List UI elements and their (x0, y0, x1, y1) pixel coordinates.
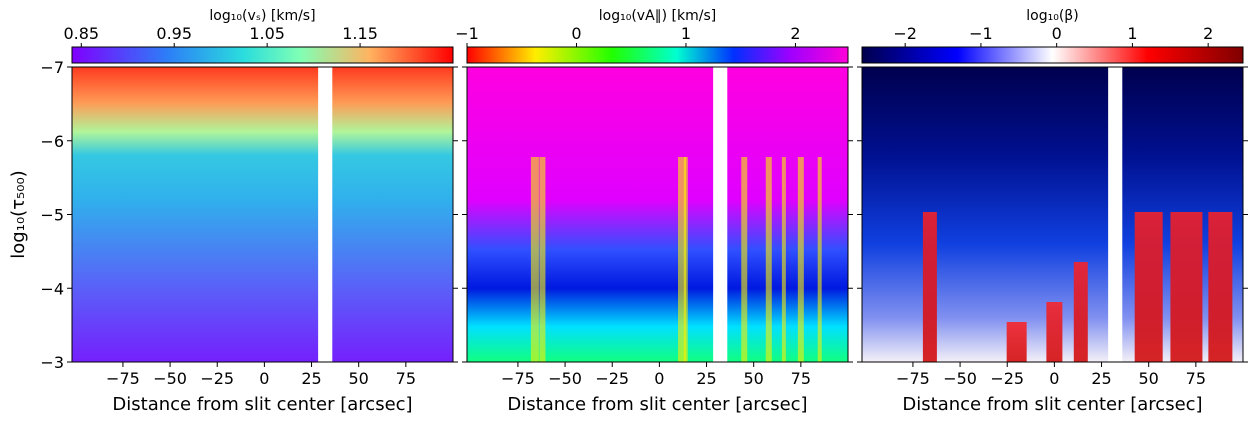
x-tick-label: 0 (1049, 369, 1059, 388)
x-axis-label: Distance from slit center [arcsec] (902, 394, 1202, 415)
feature (1073, 262, 1088, 362)
y-tick-label: −3 (40, 353, 64, 372)
x-axis-label: Distance from slit center [arcsec] (507, 394, 807, 415)
colorbar (861, 46, 1244, 64)
feature (781, 157, 786, 362)
colorbar-label: log₁₀(β) (1026, 8, 1078, 24)
colorbar-tick-label: 0 (571, 24, 581, 43)
x-tick-label: −50 (943, 369, 977, 388)
colorbar-tick-label: 1.15 (342, 24, 378, 43)
colorbar-label: log₁₀(vA∥) [km/s] (599, 8, 716, 24)
feature (765, 157, 772, 362)
x-tick-label: 50 (349, 369, 369, 388)
colorbar-tick-label: 1 (681, 24, 691, 43)
x-tick-label: 0 (259, 369, 269, 388)
colorbar (466, 46, 849, 64)
colorbar-tick-label: 1 (1127, 24, 1137, 43)
feature (1208, 212, 1233, 362)
x-tick-label: −50 (548, 369, 582, 388)
x-tick-label: 0 (654, 369, 664, 388)
feature (683, 157, 688, 362)
feature (797, 157, 804, 362)
data-gap (713, 67, 728, 362)
x-tick-label: 50 (1139, 369, 1159, 388)
feature (1006, 322, 1027, 362)
x-tick-label: −25 (200, 369, 234, 388)
y-tick-label: −4 (40, 279, 64, 298)
x-tick-label: −50 (153, 369, 187, 388)
colorbar-tick-label: 2 (1203, 24, 1213, 43)
x-tick-label: −25 (595, 369, 629, 388)
x-tick-label: 75 (396, 369, 416, 388)
y-tick-label: −6 (40, 132, 64, 151)
colorbar-tick-label: 0.95 (156, 24, 192, 43)
x-axis-label: Distance from slit center [arcsec] (112, 394, 412, 415)
data-gap (1108, 67, 1123, 362)
feature (530, 157, 539, 362)
feature (817, 157, 822, 362)
colorbar-tick-label: 0.85 (63, 24, 99, 43)
heatmap (72, 67, 453, 362)
feature (539, 157, 546, 362)
x-tick-label: 25 (1091, 369, 1111, 388)
feature (1170, 212, 1203, 362)
x-tick-label: −75 (106, 369, 140, 388)
heatmap (467, 67, 848, 362)
feature (1134, 212, 1163, 362)
x-tick-label: 75 (1186, 369, 1206, 388)
colorbar-tick-label: −1 (455, 24, 479, 43)
colorbar-tick-label: −1 (969, 24, 993, 43)
x-tick-label: −25 (990, 369, 1024, 388)
colorbar-label: log₁₀(vₛ) [km/s] (209, 8, 315, 24)
colorbar-tick-label: 1.05 (249, 24, 285, 43)
colorbar-tick-label: 2 (790, 24, 800, 43)
feature (922, 212, 937, 362)
feature (741, 157, 748, 362)
x-tick-label: 50 (744, 369, 764, 388)
colorbar-tick-label: −2 (893, 24, 917, 43)
x-tick-label: 25 (301, 369, 321, 388)
x-tick-label: 75 (791, 369, 811, 388)
x-tick-label: 25 (696, 369, 716, 388)
x-tick-label: −75 (896, 369, 930, 388)
y-axis-label: log₁₀(τ₅₀₀) (8, 170, 29, 258)
colorbar-tick-label: 0 (1052, 24, 1062, 43)
feature (678, 157, 687, 362)
y-tick-label: −7 (40, 58, 64, 77)
x-tick-label: −75 (501, 369, 535, 388)
y-tick-label: −5 (40, 206, 64, 225)
data-gap (318, 67, 333, 362)
feature (1046, 302, 1063, 362)
colorbar (71, 46, 454, 64)
